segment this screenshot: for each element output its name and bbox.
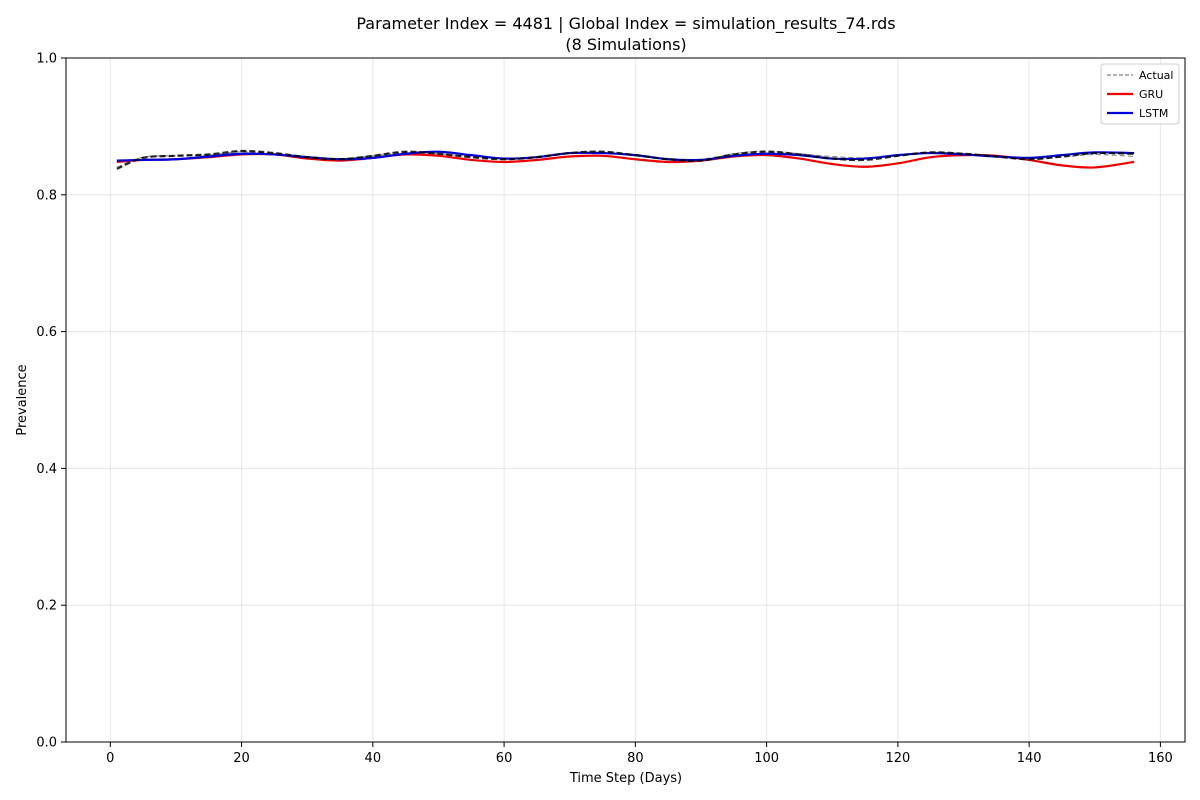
x-tick-label: 140 xyxy=(1017,751,1042,766)
grid-lines xyxy=(66,57,1185,743)
legend-box xyxy=(1100,63,1180,125)
legend-label-actual: Actual xyxy=(1139,69,1173,82)
y-tick-label: 0.4 xyxy=(36,462,57,477)
x-tick-label: 160 xyxy=(1148,751,1173,766)
x-tick-label: 40 xyxy=(365,751,382,766)
y-axis-label: Prevalence xyxy=(15,364,30,435)
x-axis-ticks: 0 20 40 60 80 100 120 140 160 xyxy=(106,742,1173,766)
y-tick-label: 1.0 xyxy=(36,52,57,67)
x-axis-label: Time Step (Days) xyxy=(569,771,682,786)
legend-label-lstm: LSTM xyxy=(1139,107,1168,120)
overlay-dashed-series-line xyxy=(116,149,1135,170)
x-tick-label: 120 xyxy=(885,751,910,766)
x-tick-label: 80 xyxy=(627,751,644,766)
legend: Actual GRU LSTM xyxy=(1100,63,1180,125)
x-tick-label: 0 xyxy=(106,751,114,766)
chart-title: Parameter Index = 4481 | Global Index = … xyxy=(356,14,895,34)
y-tick-label: 0.2 xyxy=(36,599,57,614)
x-tick-label: 60 xyxy=(496,751,513,766)
chart-subtitle: (8 Simulations) xyxy=(565,35,686,54)
y-axis-ticks: 0.0 0.2 0.4 0.6 0.8 1.0 xyxy=(36,52,66,751)
plot-frame xyxy=(65,57,1186,743)
y-tick-label: 0.0 xyxy=(36,736,57,751)
x-tick-label: 20 xyxy=(233,751,250,766)
x-tick-label: 100 xyxy=(754,751,779,766)
y-tick-label: 0.6 xyxy=(36,325,57,340)
legend-label-gru: GRU xyxy=(1139,88,1163,101)
series-lines xyxy=(116,149,1135,170)
y-tick-label: 0.8 xyxy=(36,188,57,203)
